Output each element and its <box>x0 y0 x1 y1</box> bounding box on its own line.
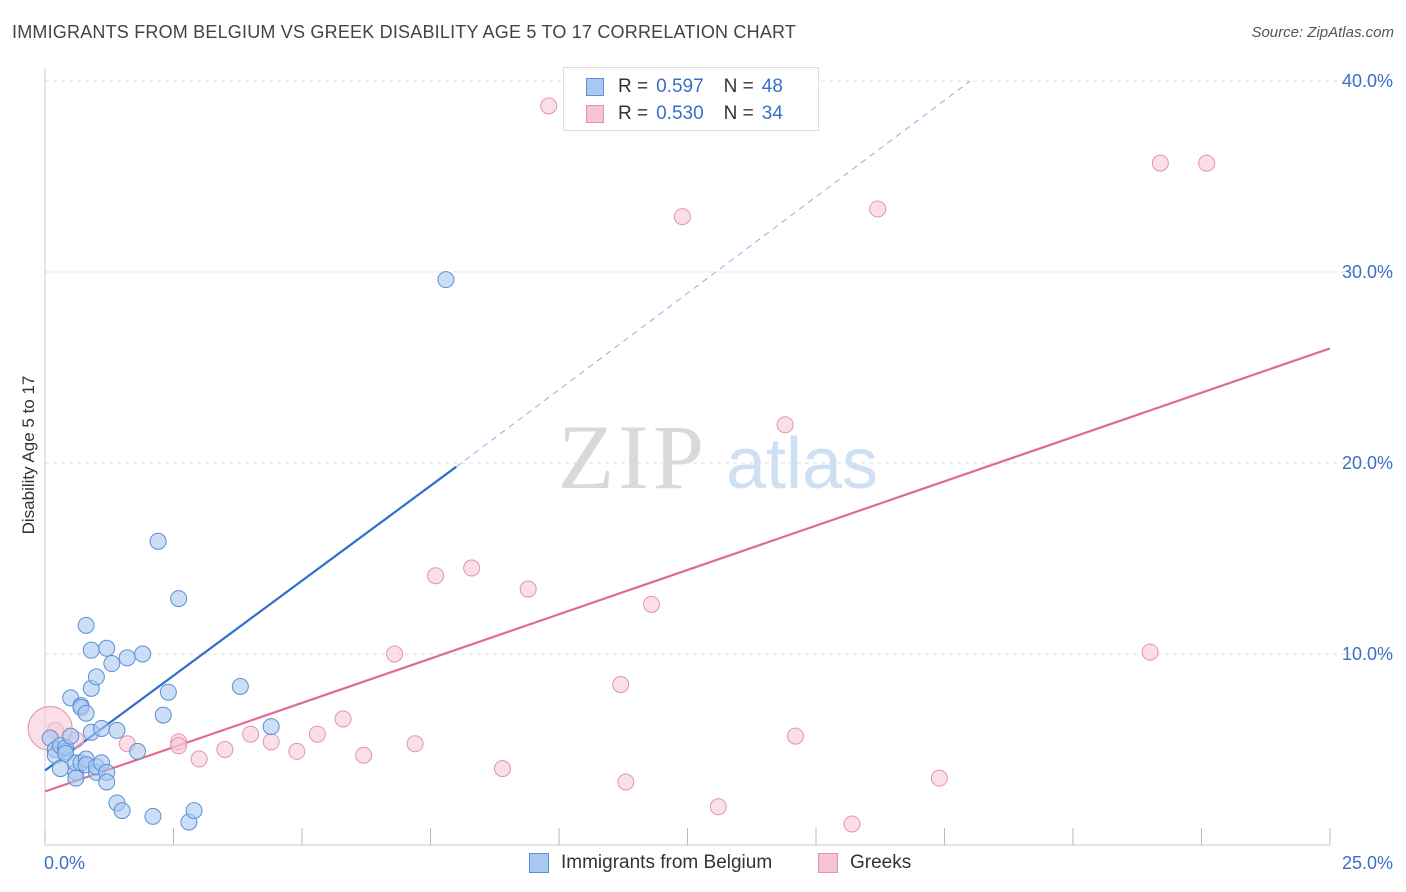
y-tick-label: 30.0% <box>1342 262 1393 282</box>
greek-point <box>190 750 208 768</box>
belgium-point <box>51 760 69 778</box>
belgium-point <box>129 742 147 760</box>
greek-point <box>869 200 887 218</box>
greek-point <box>355 746 373 764</box>
greek-point <box>709 798 727 816</box>
greek-point <box>493 760 511 778</box>
belgium-point <box>262 718 280 736</box>
greek-point <box>242 725 260 743</box>
correlation-legend: R = 0.597 N = 48 R = 0.530 N = 34 <box>563 67 819 131</box>
greek-point <box>930 769 948 787</box>
greek-point <box>216 741 234 758</box>
legend-r-value-belgium: 0.597 <box>656 76 704 97</box>
greek-trend-line <box>44 347 1331 793</box>
belgium-point <box>67 769 85 787</box>
belgium-point <box>93 719 111 737</box>
belgium-legend-icon <box>529 853 549 873</box>
x-tick-label: 0.0% <box>44 853 85 873</box>
belgium-point <box>437 271 455 289</box>
watermark: ZIP atlas <box>558 406 878 508</box>
belgium-point <box>118 649 136 667</box>
greek-point <box>540 97 558 115</box>
belgium-point <box>149 532 167 550</box>
y-tick-label: 20.0% <box>1342 453 1393 473</box>
greek-point <box>308 725 326 743</box>
belgium-point <box>154 706 172 724</box>
greek-point <box>262 733 280 751</box>
greek-point <box>786 727 804 745</box>
belgium-point <box>185 802 203 820</box>
greek-point <box>643 595 661 613</box>
belgium-trend-extension <box>455 80 971 468</box>
belgium-trend-line <box>44 465 457 772</box>
watermark-atlas: atlas <box>726 424 878 504</box>
greek-point <box>673 208 691 226</box>
greek-point <box>1151 154 1169 172</box>
legend-r-label: R = <box>618 76 649 97</box>
belgium-point <box>103 655 121 673</box>
legend-row-belgium: R = 0.597 N = 48 <box>586 74 783 100</box>
data-points <box>27 97 1216 833</box>
greek-point <box>1141 643 1159 661</box>
legend-r-value-greek: 0.530 <box>656 103 704 124</box>
greek-point <box>1198 154 1216 172</box>
legend-item-greek: Greeks <box>818 852 911 874</box>
legend-n-value-greek: 34 <box>761 103 783 124</box>
greek-point <box>288 742 306 760</box>
greek-point <box>406 735 424 753</box>
chart-title: IMMIGRANTS FROM BELGIUM VS GREEK DISABIL… <box>12 22 797 42</box>
legend-item-belgium: Immigrants from Belgium <box>529 852 772 874</box>
grid-lines <box>45 80 1392 655</box>
legend-n-label: N = <box>723 103 754 124</box>
y-axis-label: Disability Age 5 to 17 <box>19 376 38 535</box>
legend-label-belgium: Immigrants from Belgium <box>561 852 773 873</box>
belgium-point <box>170 590 188 608</box>
source-label: Source: ZipAtlas.com <box>1251 24 1394 41</box>
legend-label-greek: Greeks <box>850 852 912 873</box>
legend-r-label: R = <box>618 103 649 124</box>
greek-point <box>617 773 635 791</box>
watermark-zip: ZIP <box>558 406 708 508</box>
greek-point <box>612 676 630 694</box>
greek-point <box>427 567 445 585</box>
legend-row-greek: R = 0.530 N = 34 <box>586 101 783 127</box>
y-tick-label: 10.0% <box>1342 644 1393 664</box>
belgium-point <box>98 639 116 657</box>
belgium-point <box>113 802 131 820</box>
belgium-swatch-icon <box>586 78 604 96</box>
belgium-point <box>134 645 152 663</box>
belgium-point <box>231 677 249 695</box>
greek-point <box>170 737 188 755</box>
greek-point <box>519 580 537 598</box>
belgium-point <box>144 807 162 825</box>
belgium-point <box>87 668 105 686</box>
legend-n-label: N = <box>723 76 754 97</box>
belgium-point <box>77 704 95 722</box>
greek-point <box>386 645 404 663</box>
belgium-point <box>82 641 100 659</box>
belgium-point <box>98 773 116 791</box>
belgium-point <box>62 727 80 745</box>
x-tick-label: 25.0% <box>1342 853 1393 873</box>
greek-point <box>463 559 481 577</box>
tick-labels: 10.0% 20.0% 30.0% 40.0% 0.0% 25.0% <box>44 71 1393 873</box>
belgium-point <box>159 683 177 701</box>
belgium-point <box>108 721 126 739</box>
greek-legend-icon <box>818 853 838 873</box>
greek-point <box>843 815 861 833</box>
trend-lines <box>44 80 1331 793</box>
greek-point <box>776 416 794 434</box>
greek-point <box>334 710 352 728</box>
y-tick-label: 40.0% <box>1342 71 1393 91</box>
greek-swatch-icon <box>586 105 604 123</box>
belgium-point <box>77 616 95 634</box>
legend-n-value-belgium: 48 <box>761 76 783 97</box>
